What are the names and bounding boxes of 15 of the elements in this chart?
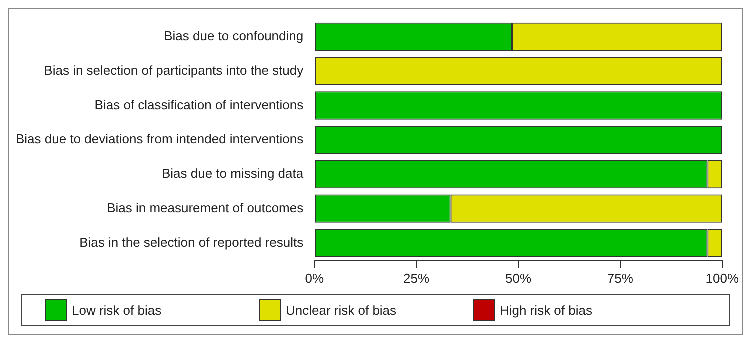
x-tick-label: 25%	[404, 270, 430, 286]
x-tick-label: 100%	[706, 270, 740, 286]
legend-label: High risk of bias	[500, 302, 592, 318]
legend-label: Unclear risk of bias	[286, 302, 397, 318]
x-tick-label: 0%	[305, 270, 324, 286]
y-tick-label: Bias of classification of interventions	[94, 97, 304, 112]
legend-label: Low risk of bias	[72, 302, 162, 318]
y-tick-label: Bias due to missing data	[162, 166, 304, 182]
y-tick-label: Bias in the selection of reported results	[80, 234, 304, 250]
y-tick-label: Bias in measurement of outcomes	[107, 200, 304, 216]
x-tick-label: 50%	[505, 270, 532, 286]
y-tick-label: Bias due to confounding	[164, 28, 304, 44]
x-tick-label: 75%	[607, 270, 634, 286]
y-tick-label: Bias due to deviations from intended interventions	[16, 132, 304, 147]
y-tick-label: Bias in selection of participants into the study	[44, 62, 304, 78]
